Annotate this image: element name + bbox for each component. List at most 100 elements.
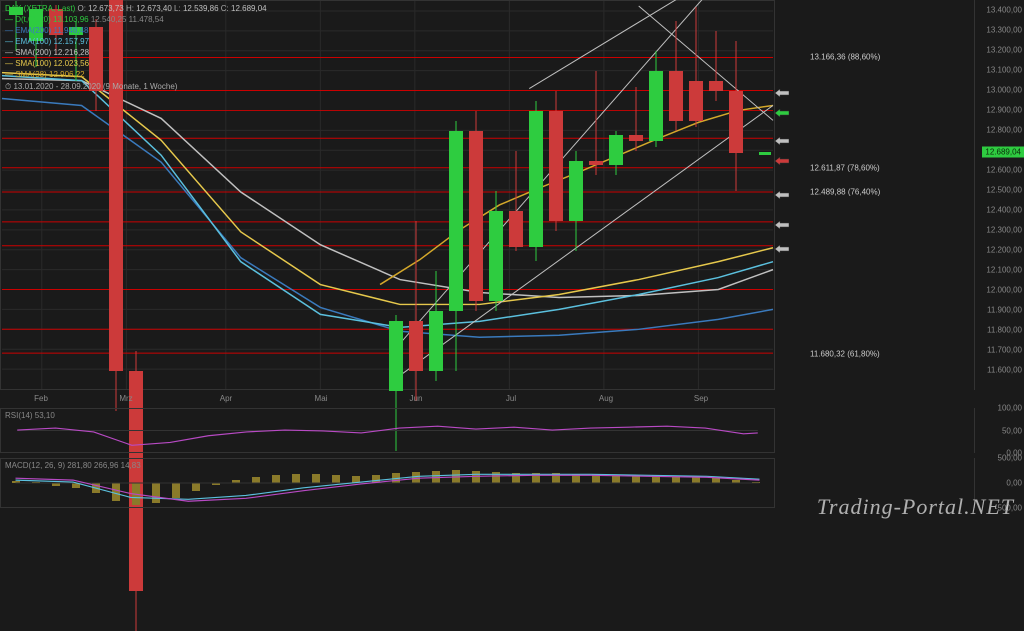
macd-hist-bar [572, 474, 580, 483]
macd-hist-bar [92, 483, 100, 493]
macd-hist-bar [612, 475, 620, 483]
price-tick: 13.400,00 [986, 6, 1022, 15]
macd-hist-bar [752, 482, 760, 483]
macd-hist-bar [72, 483, 80, 488]
macd-hist-bar [152, 483, 160, 503]
macd-tick: 0,00 [1006, 479, 1022, 488]
current-price-marker [759, 152, 771, 155]
macd-hist-bar [112, 483, 120, 501]
current-price-badge: 12.689,04 [982, 147, 1024, 158]
price-tick: 12.500,00 [986, 186, 1022, 195]
macd-hist-bar [272, 475, 280, 483]
macd-hist-bar [412, 472, 420, 483]
legend-indicator-row: — EMA(200) 11.948,48 [5, 25, 267, 36]
rsi-tick: 50,00 [1002, 426, 1022, 435]
price-arrow-icon [775, 153, 789, 163]
macd-legend: MACD(12, 26, 9) 281,80 266,96 14,83 [5, 461, 141, 470]
price-tick: 12.300,00 [986, 226, 1022, 235]
macd-hist-bar [532, 473, 540, 483]
price-tick: 12.600,00 [986, 166, 1022, 175]
price-arrow-icon [775, 217, 789, 227]
date-range: 13.01.2020 - 28.09.2020 (9 Monate, 1 Woc… [5, 81, 267, 92]
legend: DAX (XETRA, Last) O: 12.673,73 H: 12.673… [5, 3, 267, 92]
price-tick: 11.700,00 [987, 346, 1022, 355]
chart-container: Feb Mrz Apr Mai Jun Jul Aug Sep DAX (XETRA, Las… [0, 0, 1024, 524]
macd-hist-bar [192, 483, 200, 491]
macd-hist-bar [372, 475, 380, 483]
macd-tick: 500,00 [998, 454, 1022, 463]
price-tick: 11.900,00 [987, 306, 1022, 315]
legend-indicator-row: — D(t,01,20) 13.103,96 12.540,25 11.478,… [5, 14, 267, 25]
fib-label: 13.166,36 (88,60%) [810, 52, 972, 61]
fib-label: 11.680,32 (61,80%) [810, 350, 972, 359]
macd-hist-bar [492, 472, 500, 483]
watermark: Trading-Portal.NET [817, 494, 1014, 520]
price-arrow-icon [775, 105, 789, 115]
month-label: Mai [315, 394, 328, 403]
macd-hist-bar [432, 471, 440, 483]
price-tick: 12.900,00 [986, 106, 1022, 115]
price-axis: 13.400,00 13.300,00 13.200,00 13.100,00 13.0… [974, 0, 1024, 390]
rsi-line [1, 409, 774, 452]
price-tick: 12.100,00 [986, 266, 1022, 275]
macd-hist-bar [12, 481, 20, 483]
macd-panel[interactable]: MACD(12, 26, 9) 281,80 266,96 14,83 [0, 458, 775, 508]
macd-hist-bar [292, 474, 300, 483]
price-tick: 13.200,00 [986, 46, 1022, 55]
legend-title-row: DAX (XETRA, Last) O: 12.673,73 H: 12.673… [5, 3, 267, 14]
legend-indicator-row: — SMA(200) 12.216,28 [5, 47, 267, 58]
macd-hist-bar [232, 480, 240, 483]
macd-hist-bar [392, 473, 400, 483]
month-label: Mrz [119, 394, 132, 403]
main-price-panel[interactable]: FebMrzAprMaiJunJulAugSep DAX (XETRA, Las… [0, 0, 775, 390]
macd-hist-bar [312, 474, 320, 483]
rsi-panel[interactable]: RSI(14) 53,10 [0, 408, 775, 453]
price-tick: 12.800,00 [986, 126, 1022, 135]
macd-hist-bar [352, 476, 360, 483]
macd-hist-bar [172, 483, 180, 498]
macd-hist-bar [592, 474, 600, 483]
month-label: Jun [410, 394, 423, 403]
price-tick: 13.300,00 [986, 26, 1022, 35]
macd-hist-bar [632, 475, 640, 483]
month-label: Jul [506, 394, 516, 403]
month-label: Aug [599, 394, 613, 403]
chart-title: DAX (XETRA, Last) [5, 4, 75, 13]
price-arrow-icon [775, 133, 789, 143]
macd-hist-bar [512, 473, 520, 483]
macd-hist-bar [52, 483, 60, 486]
fib-label: 12.611,87 (78,60%) [810, 163, 972, 172]
macd-hist-bar [212, 483, 220, 485]
macd-hist-bar [672, 476, 680, 483]
price-arrow-icon [775, 241, 789, 251]
price-tick: 13.000,00 [986, 86, 1022, 95]
rsi-legend: RSI(14) 53,10 [5, 411, 55, 420]
arrow-column [775, 0, 805, 390]
legend-indicator-row: — SMA(38) 12.906,22 [5, 69, 267, 80]
price-tick: 12.400,00 [986, 206, 1022, 215]
fib-label: 12.489,88 (76,40%) [810, 188, 972, 197]
month-label: Apr [220, 394, 232, 403]
macd-hist-bar [252, 477, 260, 483]
legend-indicator-row: — SMA(100) 12.023,56 [5, 58, 267, 69]
rsi-tick: 100,00 [998, 404, 1022, 413]
macd-hist-bar [652, 475, 660, 483]
month-label: Sep [694, 394, 708, 403]
macd-hist-bar [132, 483, 140, 505]
price-arrow-icon [775, 85, 789, 95]
macd-hist-bar [32, 482, 40, 483]
price-tick: 11.800,00 [987, 326, 1022, 335]
price-tick: 13.100,00 [986, 66, 1022, 75]
macd-hist-bar [692, 477, 700, 483]
price-tick: 12.000,00 [986, 286, 1022, 295]
price-arrow-icon [775, 187, 789, 197]
price-tick: 12.200,00 [986, 246, 1022, 255]
macd-hist-bar [452, 470, 460, 483]
macd-hist-bar [732, 480, 740, 483]
legend-indicator-row: — EMA(100) 12.157,97 [5, 36, 267, 47]
macd-hist-bar [472, 471, 480, 483]
month-label: Feb [34, 394, 48, 403]
price-tick: 11.600,00 [987, 366, 1022, 375]
macd-hist-bar [712, 478, 720, 483]
macd-hist-bar [332, 475, 340, 483]
